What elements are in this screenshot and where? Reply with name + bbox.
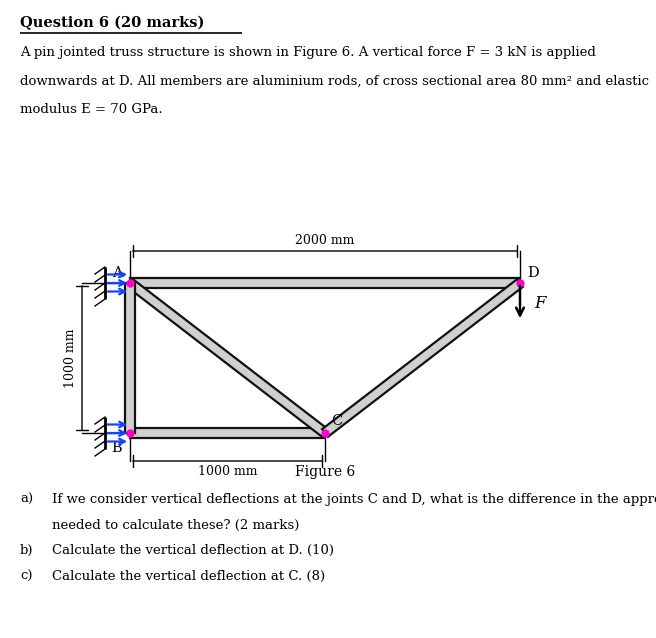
Polygon shape — [130, 428, 325, 438]
Text: Question 6 (20 marks): Question 6 (20 marks) — [20, 16, 205, 30]
Text: modulus E = 70 GPa.: modulus E = 70 GPa. — [20, 103, 163, 116]
Text: needed to calculate these? (2 marks): needed to calculate these? (2 marks) — [52, 519, 299, 531]
Polygon shape — [322, 279, 523, 437]
Text: 2000 mm: 2000 mm — [295, 234, 355, 247]
Text: a): a) — [20, 493, 33, 506]
Text: F: F — [534, 295, 546, 313]
Text: downwards at D. All members are aluminium rods, of cross sectional area 80 mm² a: downwards at D. All members are aluminiu… — [20, 75, 649, 87]
Text: A: A — [112, 266, 122, 280]
Text: B: B — [112, 441, 122, 455]
Text: A pin jointed truss structure is shown in Figure 6. A vertical force F = 3 kN is: A pin jointed truss structure is shown i… — [20, 46, 596, 59]
Text: 1000 mm: 1000 mm — [197, 465, 257, 478]
Text: c): c) — [20, 570, 33, 582]
Text: D: D — [527, 266, 539, 280]
Text: Calculate the vertical deflection at C. (8): Calculate the vertical deflection at C. … — [52, 570, 325, 582]
Text: If we consider vertical deflections at the joints C and D, what is the differenc: If we consider vertical deflections at t… — [52, 493, 656, 506]
Text: C: C — [331, 414, 342, 428]
Text: 1000 mm: 1000 mm — [64, 328, 77, 388]
Text: b): b) — [20, 544, 33, 557]
Text: Figure 6: Figure 6 — [295, 465, 355, 479]
Polygon shape — [127, 279, 328, 437]
Polygon shape — [130, 278, 520, 288]
Polygon shape — [125, 283, 134, 433]
Text: Calculate the vertical deflection at D. (10): Calculate the vertical deflection at D. … — [52, 544, 334, 557]
